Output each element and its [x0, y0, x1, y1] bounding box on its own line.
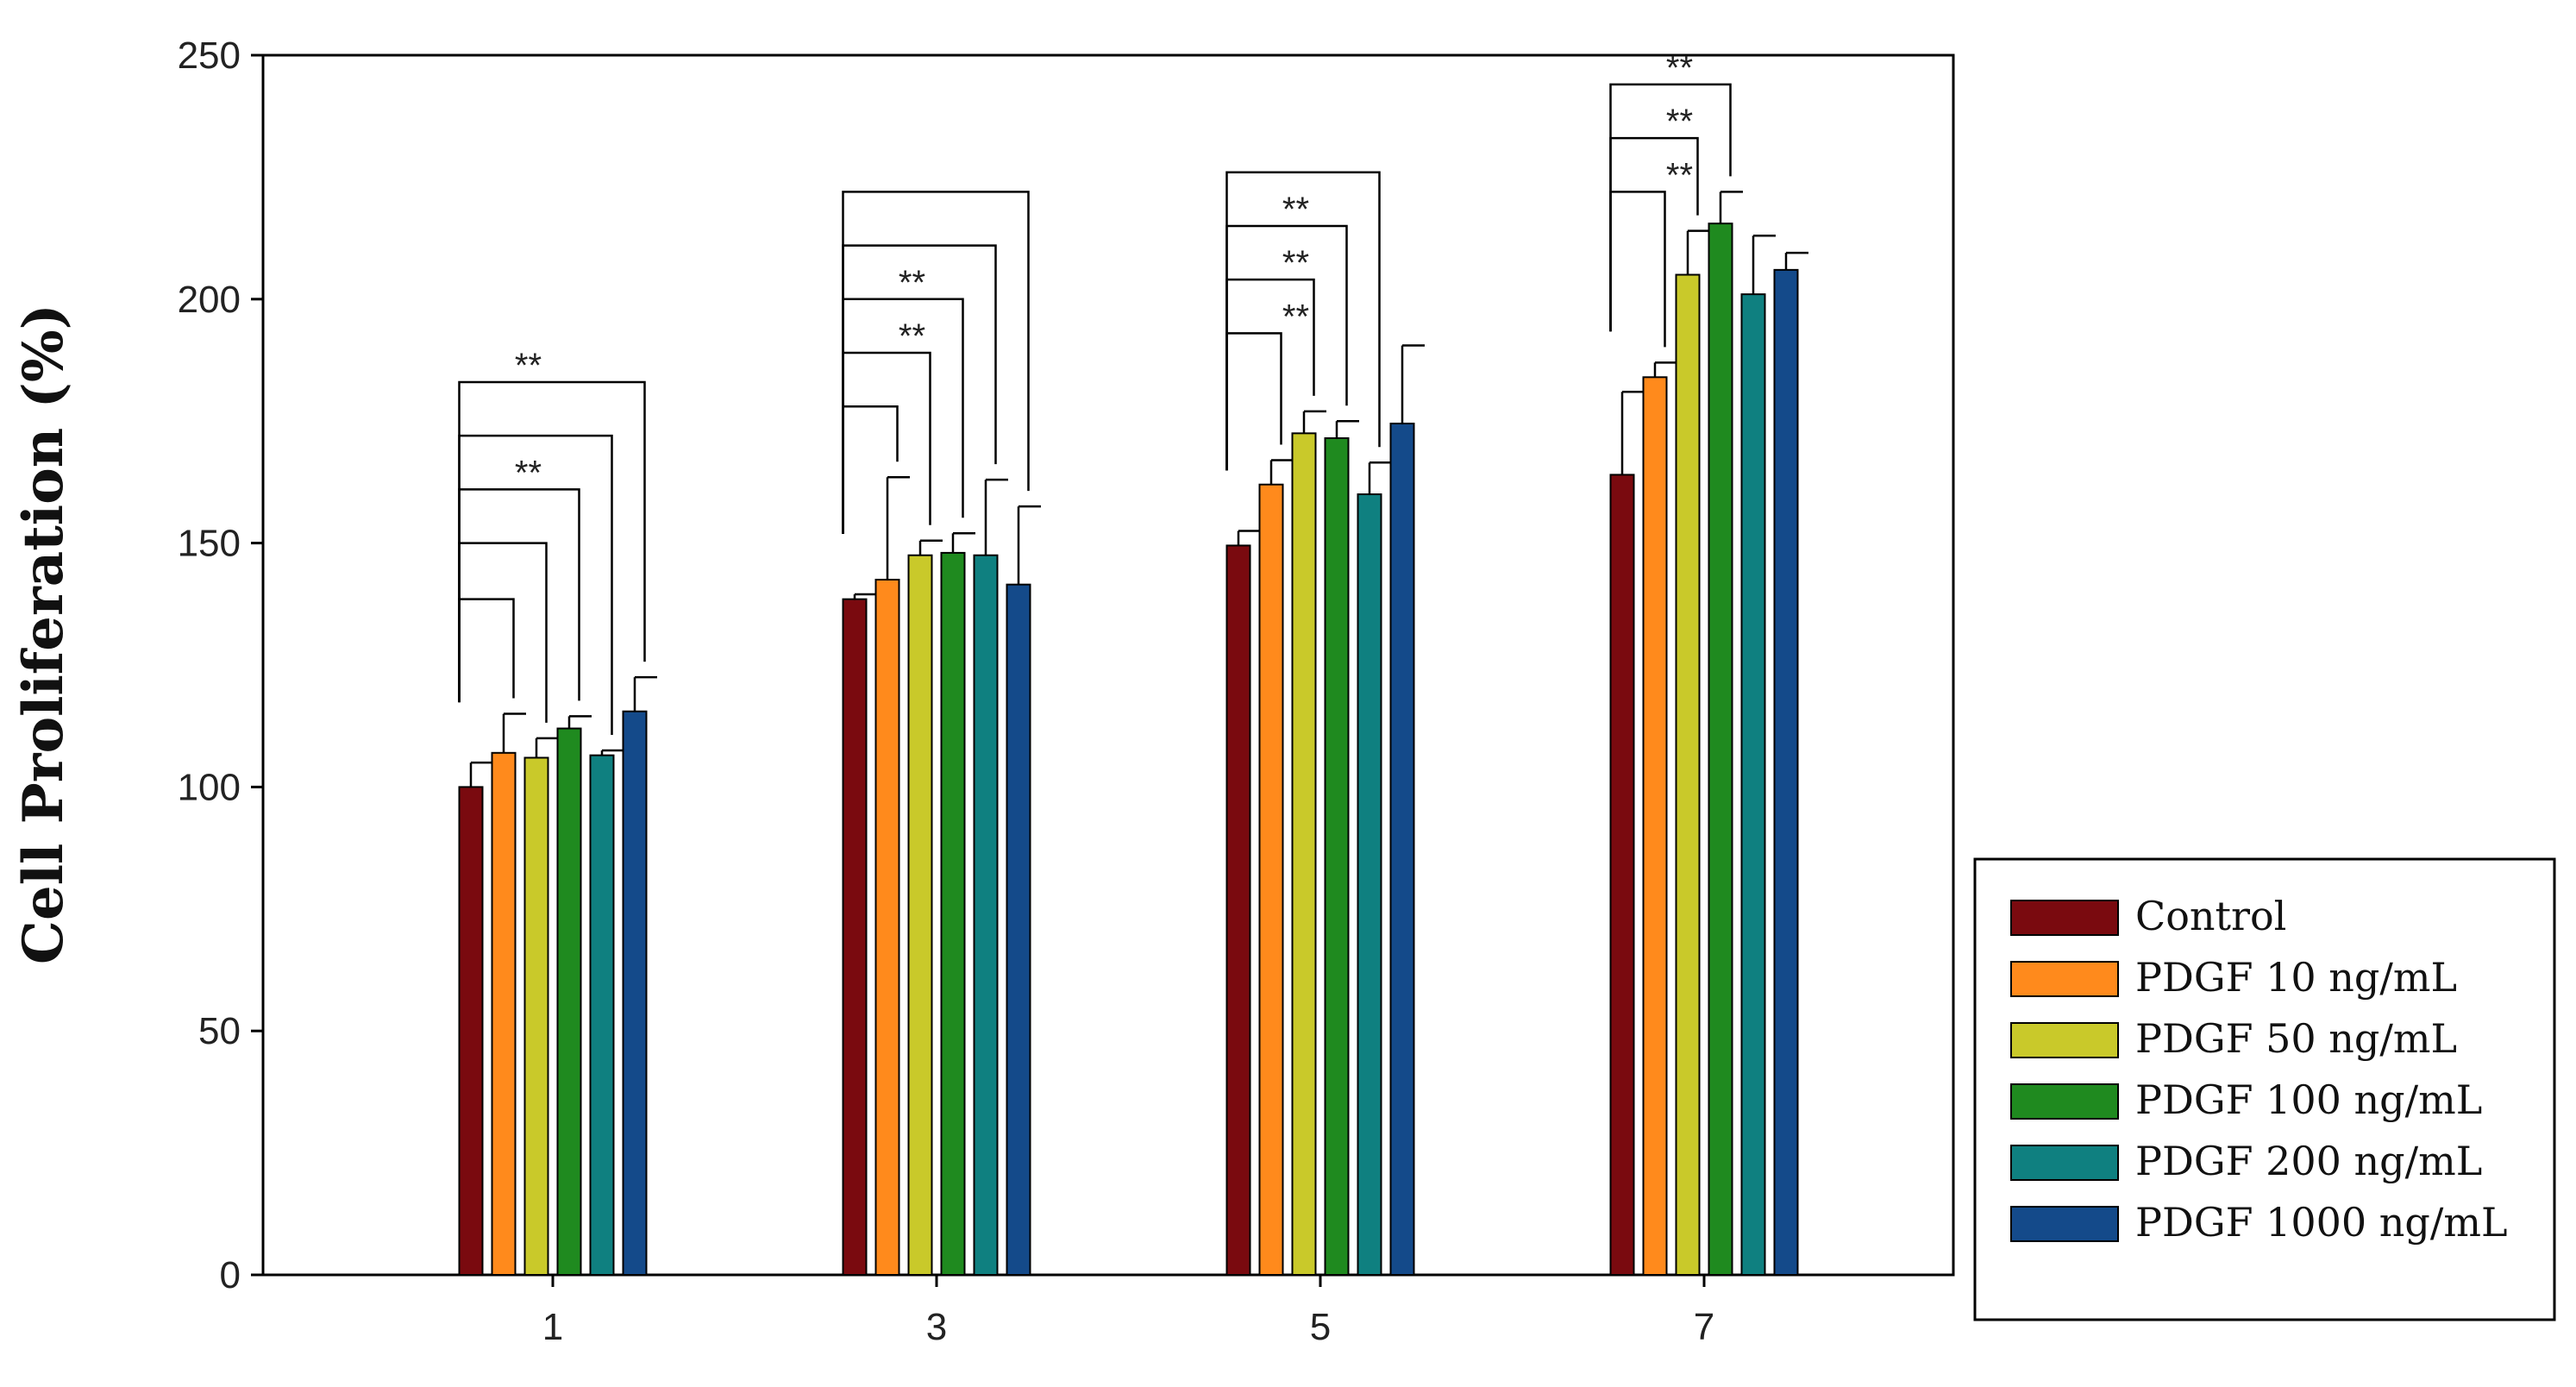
significance-bracket — [458, 380, 646, 703]
bar — [842, 598, 868, 1276]
bar — [1389, 423, 1415, 1276]
legend-entry: PDGF 1000 ng/mL — [2135, 1199, 2508, 1246]
significance-bracket — [1225, 332, 1282, 471]
x-tick-label: 3 — [926, 1306, 947, 1348]
bar — [1357, 493, 1382, 1276]
bar — [622, 710, 648, 1276]
legend-swatch — [2010, 900, 2119, 936]
legend-entry: PDGF 100 ng/mL — [2135, 1076, 2482, 1123]
bar — [491, 751, 517, 1276]
bar — [458, 786, 484, 1276]
significance-label: ** — [1282, 244, 1309, 282]
bar — [907, 554, 933, 1276]
significance-label: ** — [1282, 298, 1309, 336]
significance-bracket — [1225, 171, 1381, 471]
significance-label: ** — [1282, 191, 1309, 229]
bar — [973, 554, 999, 1276]
x-tick-label: 5 — [1310, 1306, 1331, 1348]
y-tick-label: 250 — [178, 35, 241, 77]
significance-bracket — [842, 405, 899, 534]
bar — [874, 579, 900, 1276]
significance-bracket — [458, 542, 548, 723]
legend-entry: PDGF 50 ng/mL — [2135, 1015, 2457, 1062]
significance-label: ** — [515, 454, 542, 492]
bar — [1642, 376, 1668, 1276]
significance-label: ** — [1666, 103, 1693, 141]
legend-swatch — [2010, 1083, 2119, 1120]
bar — [1609, 474, 1635, 1276]
bar — [1773, 268, 1799, 1276]
plot-frame — [261, 53, 1955, 1277]
plot-area: 0 50 100 150 200 250 1 3 5 7 ** ** ** ** ** ** ** ** ** ** — [178, 35, 1955, 1348]
bar — [1225, 544, 1251, 1276]
legend: Control PDGF 10 ng/mL PDGF 50 ng/mL PDGF 10… — [1973, 857, 2556, 1321]
significance-bracket — [458, 488, 580, 703]
x-tick-label: 7 — [1694, 1306, 1714, 1348]
y-tick-label: 0 — [220, 1254, 241, 1296]
legend-swatch — [2010, 1022, 2119, 1058]
significance-label: ** — [899, 264, 925, 302]
y-tick-label: 50 — [198, 1010, 241, 1052]
y-axis-label: Cell Proliferation (%) — [11, 304, 76, 964]
bar — [556, 727, 582, 1276]
significance-label: ** — [1666, 156, 1693, 194]
legend-swatch — [2010, 1206, 2119, 1242]
significance-label: ** — [515, 347, 542, 385]
significance-bracket — [1609, 83, 1732, 332]
bar — [1258, 483, 1284, 1276]
bar — [589, 754, 615, 1276]
y-tick-label: 200 — [178, 279, 241, 321]
bar — [523, 756, 549, 1276]
bar — [1740, 293, 1766, 1276]
legend-entry: PDGF 200 ng/mL — [2135, 1138, 2482, 1184]
significance-label: ** — [1666, 49, 1693, 87]
bar — [1324, 436, 1350, 1277]
bar — [1675, 273, 1701, 1276]
significance-label: ** — [899, 317, 925, 355]
legend-swatch — [2010, 1145, 2119, 1181]
bar — [940, 551, 966, 1276]
x-tick-label: 1 — [542, 1306, 563, 1348]
y-tick-label: 100 — [178, 766, 241, 808]
legend-entry: PDGF 10 ng/mL — [2135, 954, 2457, 1001]
legend-swatch — [2010, 961, 2119, 997]
significance-bracket — [1609, 191, 1666, 348]
significance-bracket — [458, 598, 515, 703]
y-tick-label: 150 — [178, 523, 241, 565]
bar — [1291, 432, 1317, 1276]
bar — [1006, 583, 1031, 1276]
legend-entry: Control — [2135, 893, 2286, 939]
significance-bracket — [842, 191, 1030, 534]
bar — [1708, 223, 1733, 1277]
